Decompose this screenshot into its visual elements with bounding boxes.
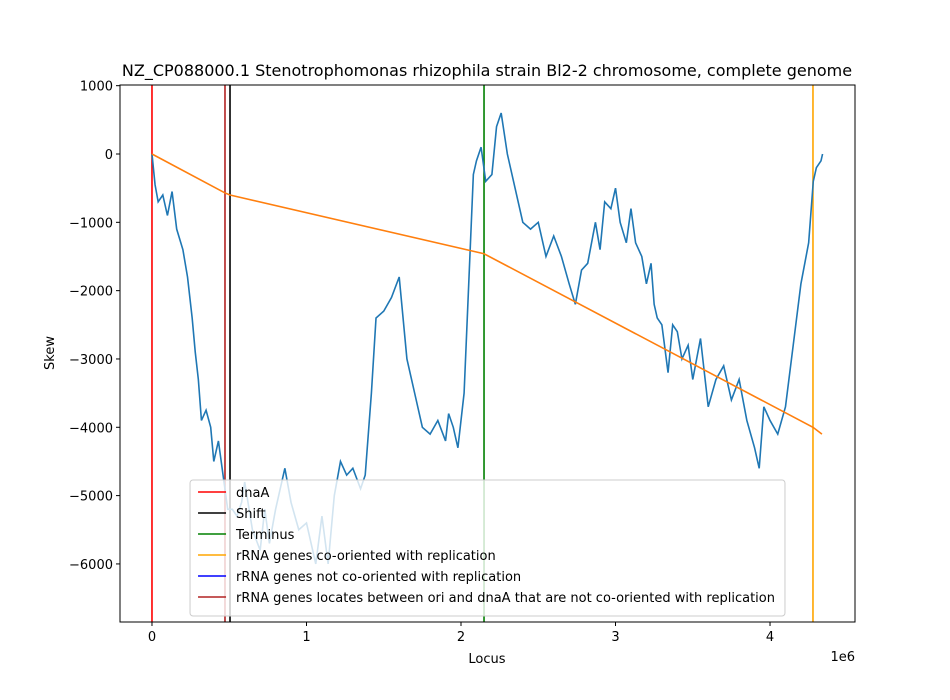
x-tick-label: 4 <box>766 630 774 645</box>
y-tick-label: −4000 <box>69 421 113 436</box>
legend-label: rRNA genes not co-oriented with replicat… <box>236 570 521 585</box>
plot-frame <box>119 84 856 623</box>
legend-label: rRNA genes co-oriented with replication <box>236 549 496 564</box>
x-tick-label: 1 <box>302 630 310 645</box>
legend-label: Terminus <box>235 528 295 543</box>
chart-title: NZ_CP088000.1 Stenotrophomonas rhizophil… <box>122 61 852 81</box>
y-axis-label: Skew <box>43 336 58 370</box>
y-tick-label: −3000 <box>69 353 113 368</box>
x-tick-label: 0 <box>148 630 156 645</box>
y-tick-label: −5000 <box>69 490 113 505</box>
x-offset-label: 1e6 <box>830 650 855 665</box>
x-tick-label: 2 <box>457 630 465 645</box>
y-tick-label: −2000 <box>69 285 113 300</box>
y-tick-label: 0 <box>105 148 113 163</box>
x-axis-label: Locus <box>468 652 505 667</box>
legend: dnaA Shift Terminus rRNA genes co-oriented … <box>189 479 786 617</box>
legend-label: rRNA genes locates between ori and dnaA … <box>236 591 775 606</box>
legend-label: Shift <box>236 507 266 522</box>
legend-box <box>189 479 786 617</box>
y-tick-label: 1000 <box>80 80 113 95</box>
x-tick-label: 3 <box>611 630 619 645</box>
y-tick-label: −1000 <box>69 216 113 231</box>
series-line <box>151 153 823 435</box>
legend-label: dnaA <box>236 486 269 501</box>
y-tick-label: −6000 <box>69 558 113 573</box>
